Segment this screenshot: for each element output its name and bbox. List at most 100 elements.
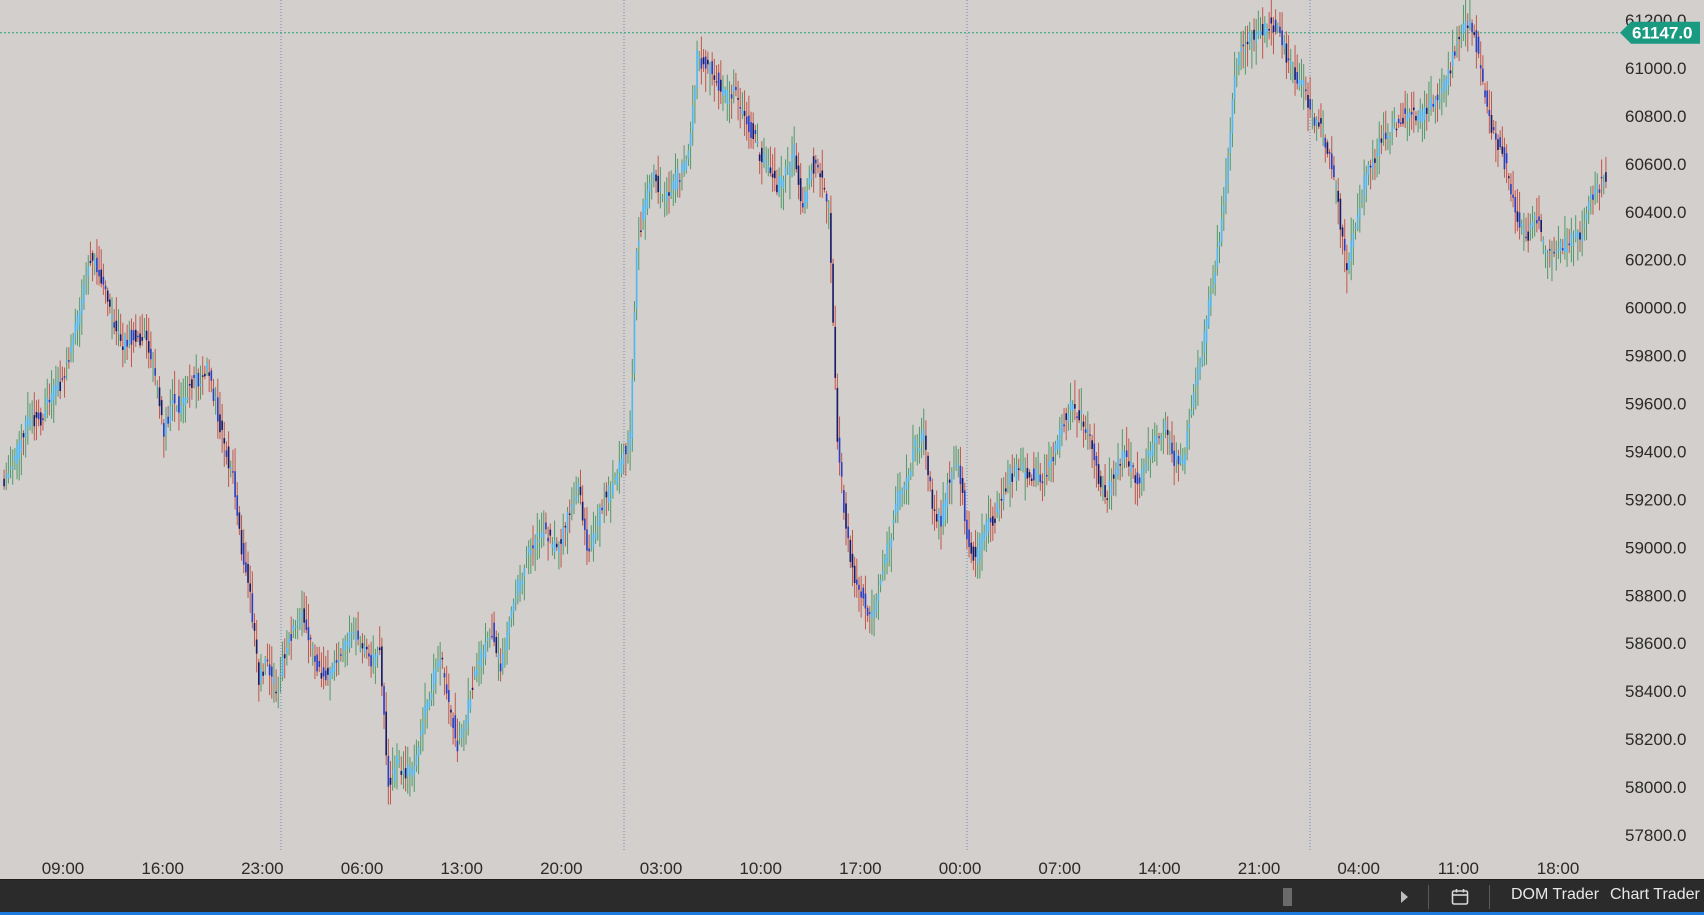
candle-body — [676, 169, 679, 189]
candle-body — [460, 729, 463, 738]
candle-body — [417, 746, 420, 756]
candle-body — [620, 458, 623, 474]
candle-body — [860, 591, 862, 598]
candle-body — [575, 495, 577, 502]
candle-body — [1136, 472, 1139, 485]
price-chart[interactable]: 57800.0 58000.0 58200.0 58400.0 58600.0 58800… — [0, 0, 1704, 879]
candle-body — [383, 686, 385, 715]
candle-body — [568, 513, 571, 515]
price-tick-label: 61000.0 — [1625, 59, 1686, 78]
candle-body — [1402, 117, 1404, 124]
candle-body — [726, 90, 729, 104]
candle-body — [1151, 443, 1154, 456]
candle-body — [745, 116, 748, 125]
time-tick-label: 06:00 — [341, 859, 384, 878]
candle-body — [560, 539, 562, 544]
candle-body — [933, 509, 936, 511]
time-tick-label: 21:00 — [1238, 859, 1281, 878]
candle-body — [227, 446, 230, 469]
candle-body — [657, 175, 660, 193]
candle-body — [1261, 23, 1264, 36]
candle-body — [1026, 468, 1029, 479]
candle-body — [484, 642, 487, 659]
candle-body — [1428, 103, 1430, 105]
candle-body — [512, 602, 515, 613]
candle-body — [1387, 136, 1389, 138]
candle-body — [1065, 413, 1068, 421]
candle-body — [985, 520, 988, 537]
candle-body — [858, 584, 860, 590]
candle-body — [836, 387, 839, 442]
candle-body — [1084, 429, 1087, 433]
candle-body — [864, 593, 867, 609]
candle-body — [253, 623, 256, 631]
candle-body — [147, 341, 150, 353]
candle-body — [1242, 44, 1245, 47]
candle-body — [806, 191, 808, 204]
candle-body — [208, 372, 210, 376]
candle-body — [927, 455, 929, 476]
candle-body — [1184, 454, 1186, 465]
candle-body — [1395, 128, 1398, 131]
candle-body — [517, 578, 519, 597]
candle-body — [1235, 68, 1238, 70]
candle-body — [50, 393, 53, 405]
candle-body — [590, 538, 593, 540]
candle-body — [80, 299, 83, 315]
candle-body — [44, 410, 46, 418]
candle-body — [1216, 248, 1219, 268]
candle-body — [1320, 118, 1322, 124]
candle-body — [141, 336, 144, 341]
candle-body — [1367, 164, 1370, 175]
candle-body — [132, 330, 135, 341]
candle-body — [1555, 251, 1558, 253]
candle-body — [1086, 428, 1089, 432]
candle-body — [257, 662, 260, 685]
candle-body — [1529, 224, 1532, 230]
candle-body — [432, 670, 435, 690]
candle-body — [76, 315, 79, 331]
candle-body — [622, 453, 625, 465]
candle-body — [1246, 41, 1249, 45]
candle-body — [1330, 153, 1333, 170]
candle-body — [1438, 99, 1441, 103]
candle-body — [1514, 197, 1517, 213]
candle-body — [881, 571, 884, 575]
candle-body — [1382, 131, 1385, 133]
candle-body — [808, 178, 811, 185]
candle-body — [1074, 404, 1076, 409]
horizontal-scrollbar-thumb[interactable] — [1283, 888, 1292, 906]
candle-body — [270, 666, 273, 677]
candle-body — [98, 269, 100, 277]
candle-body — [1030, 478, 1033, 481]
candle-body — [571, 504, 573, 510]
price-tick-label: 58000.0 — [1625, 778, 1686, 797]
candle-body — [1305, 89, 1307, 92]
candle-body — [1244, 50, 1247, 52]
candle-body — [1512, 194, 1514, 198]
candle-body — [1374, 158, 1376, 163]
candle-body — [1335, 184, 1337, 188]
time-axis[interactable]: 09:00 16:00 23:00 06:00 13:00 20:00 03:00 10:00… — [42, 859, 1580, 878]
calendar-icon[interactable] — [1451, 888, 1469, 906]
candle-body — [1048, 461, 1050, 468]
candle-body — [696, 50, 698, 88]
candle-body — [1110, 481, 1113, 496]
toolbar-separator — [1428, 885, 1429, 909]
candle-body — [564, 525, 567, 528]
candle-body — [1421, 110, 1424, 123]
candle-body — [588, 548, 590, 552]
candle-body — [478, 660, 480, 665]
chart-trader-button[interactable]: Chart Trader — [1610, 886, 1700, 903]
dom-trader-button[interactable]: DOM Trader — [1511, 886, 1600, 903]
candle-body — [210, 370, 213, 381]
scroll-right-arrow-icon[interactable] — [1401, 891, 1408, 903]
candle-body — [406, 765, 409, 776]
candle-body — [1255, 33, 1258, 43]
candle-body — [1289, 61, 1292, 66]
candle-body — [1574, 230, 1577, 239]
candle-body — [765, 161, 767, 163]
candle-body — [42, 418, 44, 420]
candle-body — [1317, 122, 1320, 127]
candle-body — [365, 646, 368, 650]
